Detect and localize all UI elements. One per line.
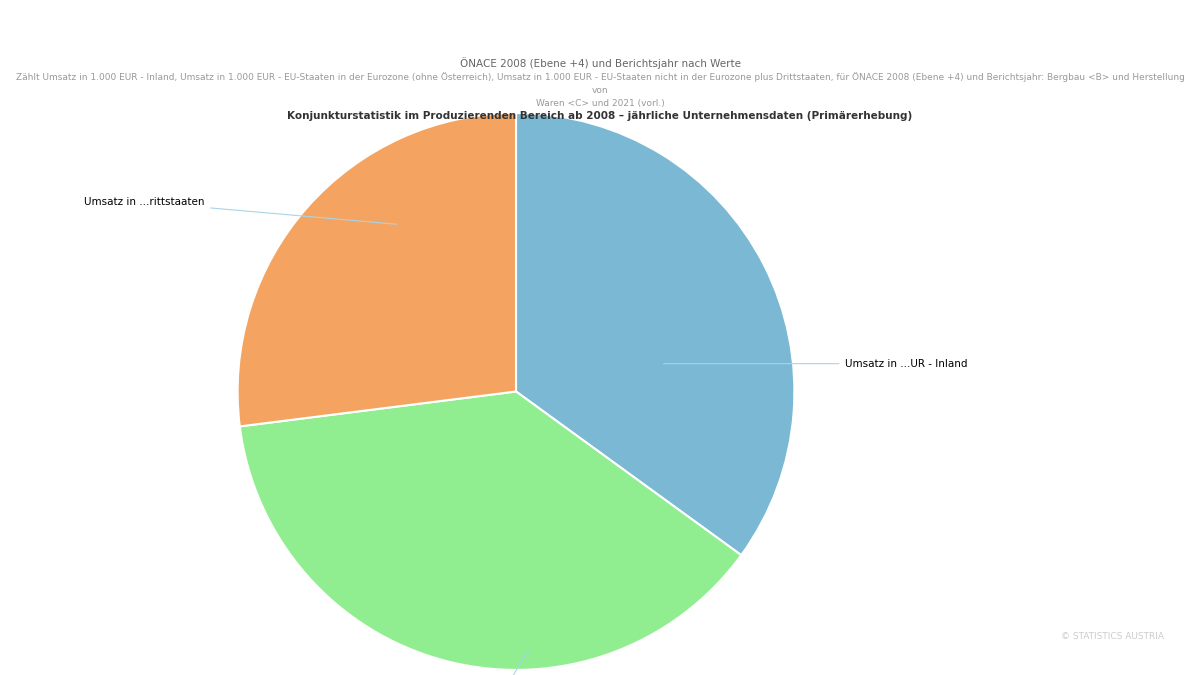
Text: Umsatz in ...UR - Inland: Umsatz in ...UR - Inland [664, 358, 967, 369]
Wedge shape [240, 392, 742, 670]
Text: Zählt Umsatz in 1.000 EUR - Inland, Umsatz in 1.000 EUR - EU-Staaten in der Euro: Zählt Umsatz in 1.000 EUR - Inland, Umsa… [16, 72, 1184, 82]
Text: Umsatz in ...rittstaaten: Umsatz in ...rittstaaten [84, 197, 396, 224]
Text: Waren <C> und 2021 (vorl.): Waren <C> und 2021 (vorl.) [535, 99, 665, 107]
Text: Umsatz in ...Österreich): Umsatz in ...Österreich) [404, 650, 528, 675]
Wedge shape [238, 113, 516, 427]
Text: Konjunkturstatistik im Produzierenden Bereich ab 2008 – jährliche Unternehmensda: Konjunkturstatistik im Produzierenden Be… [287, 111, 913, 121]
Text: von: von [592, 86, 608, 95]
Text: © STATISTICS AUSTRIA: © STATISTICS AUSTRIA [1061, 632, 1164, 641]
Wedge shape [516, 113, 794, 555]
Text: ÖNACE 2008 (Ebene +4) und Berichtsjahr nach Werte: ÖNACE 2008 (Ebene +4) und Berichtsjahr n… [460, 57, 740, 70]
